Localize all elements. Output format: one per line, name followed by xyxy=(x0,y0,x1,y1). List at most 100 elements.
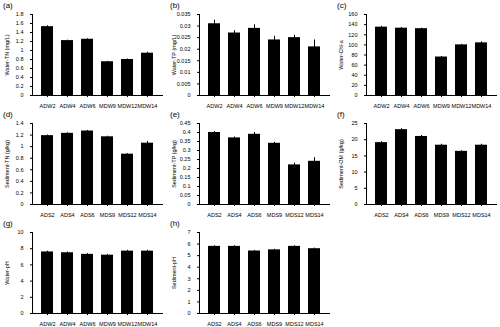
svg-text:Sediment-OM (g/kg): Sediment-OM (g/kg) xyxy=(338,139,344,189)
svg-text:Sediment-TN (g/kg): Sediment-TN (g/kg) xyxy=(4,140,10,188)
svg-text:0: 0 xyxy=(20,92,23,98)
svg-text:40: 40 xyxy=(351,72,357,78)
svg-text:1: 1 xyxy=(20,47,23,53)
svg-text:ADS6: ADS6 xyxy=(247,321,261,327)
svg-text:1.2: 1.2 xyxy=(16,132,24,138)
svg-text:7: 7 xyxy=(187,229,190,235)
svg-text:1.2: 1.2 xyxy=(16,38,24,44)
svg-text:MDW12: MDW12 xyxy=(118,321,138,327)
svg-text:ADW4: ADW4 xyxy=(227,103,243,109)
svg-text:0.2: 0.2 xyxy=(183,165,191,171)
svg-text:ADW2: ADW2 xyxy=(40,103,56,109)
svg-text:5: 5 xyxy=(187,252,190,258)
svg-text:ADS2: ADS2 xyxy=(207,321,221,327)
svg-text:0.6: 0.6 xyxy=(16,65,24,71)
svg-text:Water-TN (mg/L): Water-TN (mg/L) xyxy=(4,34,10,75)
svg-text:0.4: 0.4 xyxy=(16,74,24,80)
svg-text:0.15: 0.15 xyxy=(180,174,191,180)
svg-text:1.6: 1.6 xyxy=(16,20,24,26)
svg-text:0.035: 0.035 xyxy=(177,11,191,17)
svg-text:ADS4: ADS4 xyxy=(227,321,241,327)
svg-text:MDS12: MDS12 xyxy=(285,212,303,218)
svg-text:6: 6 xyxy=(20,262,23,268)
svg-text:0: 0 xyxy=(354,92,357,98)
svg-text:ADW6: ADW6 xyxy=(247,103,263,109)
svg-text:0.015: 0.015 xyxy=(177,58,191,64)
svg-text:4: 4 xyxy=(187,264,190,270)
svg-text:MDS14: MDS14 xyxy=(472,212,490,218)
svg-text:160: 160 xyxy=(348,11,357,17)
svg-text:MDS14: MDS14 xyxy=(305,321,323,327)
svg-text:ADW2: ADW2 xyxy=(207,103,223,109)
svg-text:MDS12: MDS12 xyxy=(452,212,470,218)
svg-text:ADW2: ADW2 xyxy=(40,321,56,327)
svg-text:0.005: 0.005 xyxy=(177,81,191,87)
svg-text:ADW6: ADW6 xyxy=(414,103,430,109)
svg-text:100: 100 xyxy=(348,42,357,48)
svg-text:MDS14: MDS14 xyxy=(305,212,323,218)
svg-text:0.4: 0.4 xyxy=(16,178,24,184)
svg-text:0: 0 xyxy=(187,201,190,207)
svg-text:0: 0 xyxy=(187,310,190,316)
svg-text:ADS4: ADS4 xyxy=(227,212,241,218)
svg-text:Water-pH: Water-pH xyxy=(4,261,10,284)
svg-text:4: 4 xyxy=(20,278,23,284)
svg-text:ADS6: ADS6 xyxy=(414,212,428,218)
svg-text:0.35: 0.35 xyxy=(180,138,191,144)
svg-text:0.25: 0.25 xyxy=(180,156,191,162)
svg-text:MDW9: MDW9 xyxy=(266,103,283,109)
svg-text:ADS4: ADS4 xyxy=(60,212,74,218)
svg-text:MDW12: MDW12 xyxy=(452,103,472,109)
svg-text:0.8: 0.8 xyxy=(16,155,24,161)
svg-text:MDS12: MDS12 xyxy=(285,321,303,327)
svg-text:25: 25 xyxy=(351,120,357,126)
svg-text:ADS2: ADS2 xyxy=(40,212,54,218)
svg-text:MDW9: MDW9 xyxy=(99,321,116,327)
svg-text:140: 140 xyxy=(348,21,357,27)
svg-text:0.2: 0.2 xyxy=(16,83,24,89)
svg-text:0.8: 0.8 xyxy=(16,56,24,62)
svg-text:ADS6: ADS6 xyxy=(80,212,94,218)
svg-text:10: 10 xyxy=(17,229,23,235)
svg-text:2: 2 xyxy=(187,287,190,293)
svg-text:20: 20 xyxy=(351,136,357,142)
svg-text:1.4: 1.4 xyxy=(16,120,24,126)
svg-text:0.025: 0.025 xyxy=(177,34,191,40)
svg-text:2: 2 xyxy=(20,294,23,300)
svg-text:ADW6: ADW6 xyxy=(80,103,96,109)
svg-text:MDW9: MDW9 xyxy=(99,103,116,109)
svg-text:0.02: 0.02 xyxy=(180,46,191,52)
svg-text:0.45: 0.45 xyxy=(180,120,191,126)
svg-text:0: 0 xyxy=(187,92,190,98)
svg-text:0.3: 0.3 xyxy=(183,147,191,153)
svg-text:ADW4: ADW4 xyxy=(60,103,76,109)
svg-text:0.1: 0.1 xyxy=(183,183,191,189)
svg-text:6: 6 xyxy=(187,241,190,247)
svg-text:0.03: 0.03 xyxy=(180,23,191,29)
svg-text:60: 60 xyxy=(351,62,357,68)
svg-text:0: 0 xyxy=(20,310,23,316)
svg-text:20: 20 xyxy=(351,82,357,88)
svg-text:MDW14: MDW14 xyxy=(305,103,325,109)
svg-text:MDW14: MDW14 xyxy=(138,103,158,109)
svg-text:MDS9: MDS9 xyxy=(267,212,282,218)
svg-text:15: 15 xyxy=(351,153,357,159)
svg-text:8: 8 xyxy=(20,245,23,251)
svg-text:ADW6: ADW6 xyxy=(80,321,96,327)
svg-text:MDS9: MDS9 xyxy=(267,321,282,327)
svg-text:MDW14: MDW14 xyxy=(472,103,492,109)
svg-text:0.2: 0.2 xyxy=(16,190,24,196)
svg-text:Sediment-TP (g/kg): Sediment-TP (g/kg) xyxy=(171,140,177,188)
svg-text:1: 1 xyxy=(187,299,190,305)
svg-text:MDS12: MDS12 xyxy=(118,212,136,218)
svg-text:0.01: 0.01 xyxy=(180,69,191,75)
svg-text:0.6: 0.6 xyxy=(16,167,24,173)
svg-text:0: 0 xyxy=(354,201,357,207)
svg-text:0.05: 0.05 xyxy=(180,192,191,198)
svg-text:3: 3 xyxy=(187,276,190,282)
svg-text:1: 1 xyxy=(20,143,23,149)
svg-text:ADS4: ADS4 xyxy=(394,212,408,218)
svg-text:ADS6: ADS6 xyxy=(247,212,261,218)
svg-text:Sediment-pH: Sediment-pH xyxy=(171,257,177,289)
svg-text:ADS2: ADS2 xyxy=(374,212,388,218)
